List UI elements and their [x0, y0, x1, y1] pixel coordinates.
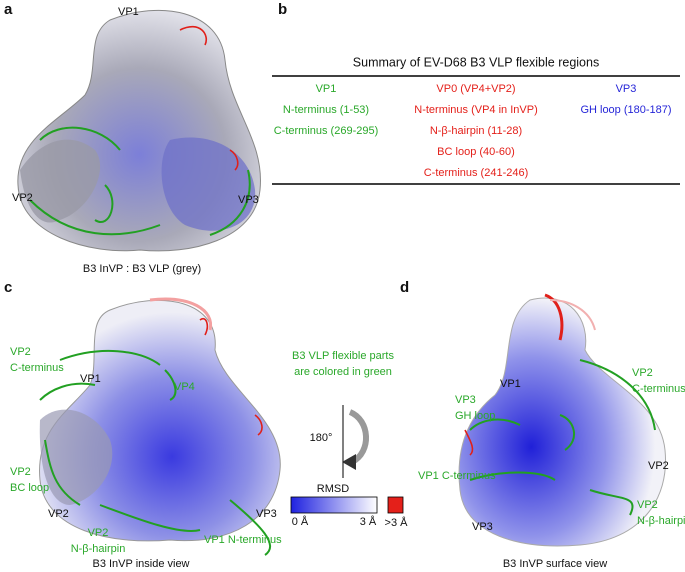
label: VP3	[256, 508, 277, 520]
label: VP3	[238, 194, 259, 206]
label: N-β-hairpin	[71, 543, 126, 555]
table-title: Summary of EV-D68 B3 VLP flexible region…	[353, 55, 599, 69]
label: VP2	[637, 499, 658, 511]
label: VP2	[632, 367, 653, 379]
label: VP2	[10, 466, 31, 478]
table-cell: N-terminus (VP4 in InVP)	[414, 104, 537, 116]
table-cell: GH loop (180-187)	[580, 104, 671, 116]
table-header: VP1	[316, 83, 337, 95]
label: VP4	[174, 381, 195, 393]
table-cell: C-terminus (269-295)	[274, 125, 379, 137]
structure-c	[39, 297, 281, 556]
label: VP2	[88, 527, 109, 539]
label: VP1	[500, 378, 521, 390]
label: C-terminus	[10, 362, 64, 374]
label: VP3	[472, 521, 493, 533]
caption: B3 InVP inside view	[92, 558, 189, 570]
label: VP2	[648, 460, 669, 472]
colorbar	[290, 496, 378, 514]
label: C-terminus	[632, 383, 685, 395]
caption: B3 InVP : B3 VLP (grey)	[83, 263, 201, 275]
table-header: VP0 (VP4+VP2)	[436, 83, 515, 95]
table-cell: BC loop (40-60)	[437, 146, 515, 158]
label: VP1 C-terminus	[418, 470, 496, 482]
colorbar-over	[387, 496, 404, 514]
panel-letter: d	[400, 279, 409, 296]
structure-d	[458, 293, 667, 547]
table-cell: N-β-hairpin (11-28)	[430, 125, 522, 137]
colorbar-label: >3 Å	[385, 516, 409, 529]
panel-letter: a	[4, 1, 13, 18]
table-cell: N-terminus (1-53)	[283, 104, 369, 116]
panel-letter: b	[278, 1, 287, 18]
colorbar-label: 0 Å	[292, 515, 309, 528]
panel-letter: c	[4, 279, 12, 296]
rotation-arrow	[342, 405, 369, 478]
label: VP2	[48, 508, 69, 520]
label: GH loop	[455, 410, 495, 422]
label: BC loop	[10, 482, 49, 494]
note: B3 VLP flexible parts	[292, 350, 394, 362]
label: VP1 N-terminus	[204, 534, 282, 546]
label: N-β-hairpin	[637, 515, 685, 527]
table-cell: C-terminus (241-246)	[424, 167, 529, 179]
label: VP3	[455, 394, 476, 406]
note: are colored in green	[294, 366, 392, 378]
caption: B3 InVP surface view	[503, 558, 607, 570]
structure-a	[17, 9, 261, 252]
colorbar-title: RMSD	[317, 483, 349, 495]
rotation-label: 180°	[310, 432, 333, 444]
label: VP1	[118, 6, 139, 18]
label: VP2	[12, 192, 33, 204]
label: VP1	[80, 373, 101, 385]
colorbar-label: 3 Å	[360, 515, 377, 528]
table-header: VP3	[616, 83, 637, 95]
label: VP2	[10, 346, 31, 358]
